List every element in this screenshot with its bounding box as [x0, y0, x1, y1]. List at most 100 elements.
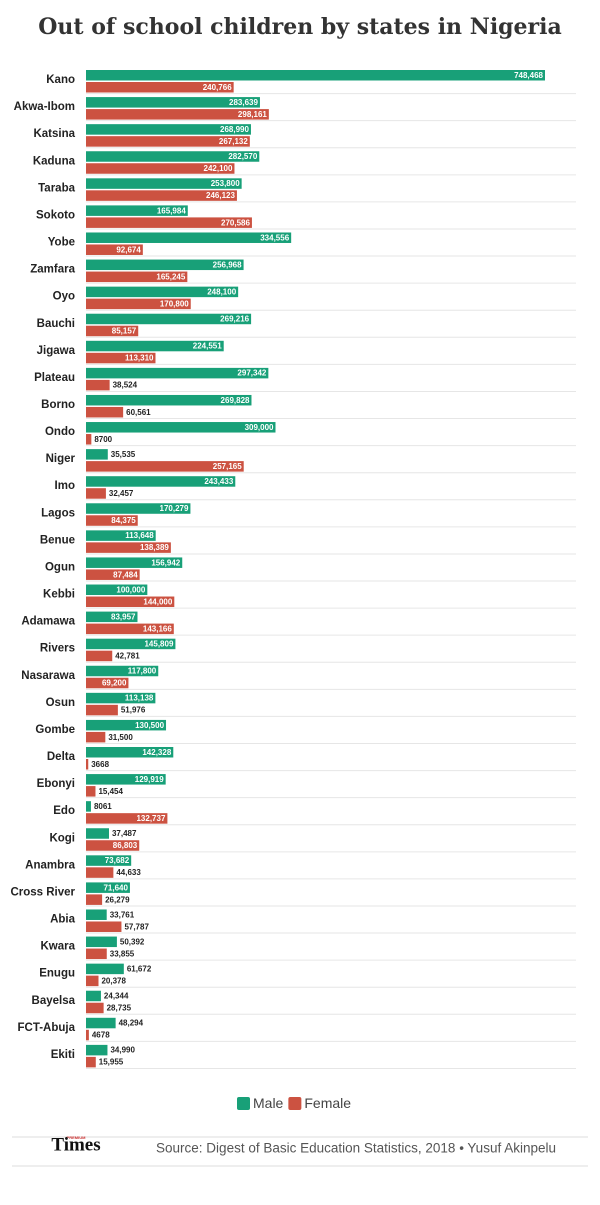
y-tick-label: Imo	[55, 480, 75, 492]
bar	[86, 313, 252, 325]
bar	[86, 909, 107, 920]
y-tick-label: Kano	[46, 74, 75, 86]
y-tick-label: Rivers	[40, 643, 75, 655]
bar	[86, 731, 106, 743]
value-label: 42,781	[115, 652, 140, 661]
value-label: 26,279	[105, 895, 130, 904]
value-label: 113,648	[125, 531, 154, 540]
value-label: 156,942	[151, 558, 180, 567]
bar	[86, 596, 175, 608]
bar	[86, 569, 140, 580]
bar	[86, 449, 108, 460]
bar	[86, 367, 269, 379]
y-tick-label: Plateau	[34, 372, 75, 384]
value-label: 268,990	[220, 125, 249, 134]
y-tick-label: Abia	[50, 914, 76, 926]
value-label: 243,433	[204, 477, 233, 486]
bar	[86, 719, 167, 731]
logo: Times	[51, 1134, 100, 1155]
y-tick-label: Akwa-Ibom	[14, 101, 75, 113]
y-tick-label: Kaduna	[33, 155, 76, 167]
bar	[86, 813, 168, 824]
value-label: 267,132	[219, 137, 248, 146]
bar	[86, 692, 156, 704]
value-label: 224,551	[193, 342, 222, 351]
legend-label: Female	[304, 1095, 351, 1111]
bar	[86, 774, 166, 785]
bar	[86, 82, 234, 93]
value-label: 31,500	[108, 733, 133, 742]
y-tick-label: Edo	[53, 805, 75, 817]
bar	[86, 259, 244, 271]
value-label: 144,000	[143, 597, 172, 606]
value-label: 130,500	[135, 721, 164, 730]
value-label: 8061	[94, 802, 112, 811]
value-label: 38,524	[113, 381, 138, 390]
y-tick-label: Borno	[41, 399, 75, 411]
value-label: 145,809	[144, 640, 173, 649]
y-tick-label: Benue	[40, 534, 75, 546]
bar	[86, 244, 143, 255]
value-label: 51,976	[121, 706, 146, 715]
y-tick-label: Kebbi	[43, 589, 75, 601]
value-label: 257,165	[213, 462, 242, 471]
bar	[86, 759, 89, 770]
value-label: 34,990	[110, 1046, 135, 1055]
value-label: 61,672	[127, 964, 152, 973]
value-label: 100,000	[116, 585, 145, 594]
bar	[86, 867, 114, 878]
y-tick-label: Taraba	[38, 182, 75, 194]
bar	[86, 1002, 104, 1014]
value-label: 28,735	[107, 1004, 132, 1013]
value-label: 298,161	[238, 110, 267, 119]
value-label: 84,375	[111, 516, 136, 525]
bar	[86, 151, 260, 162]
legend-swatch	[237, 1097, 250, 1110]
value-label: 71,640	[103, 883, 128, 892]
bar	[86, 882, 130, 893]
value-label: 270,586	[221, 218, 250, 227]
value-label: 138,389	[140, 543, 169, 552]
source: Source: Digest of Basic Education Statis…	[156, 1141, 556, 1156]
bar	[86, 963, 124, 975]
value-label: 269,216	[220, 315, 249, 324]
chart-title: Out of school children by states in Nige…	[38, 14, 562, 40]
bar	[86, 840, 140, 851]
bar	[86, 109, 269, 120]
bar	[86, 975, 99, 987]
bar	[86, 1044, 108, 1056]
y-tick-label: Bayelsa	[32, 995, 76, 1007]
bar	[86, 190, 237, 201]
legend-swatch	[288, 1097, 302, 1110]
value-label: 24,344	[104, 992, 129, 1001]
value-label: 92,674	[116, 245, 141, 254]
value-label: 129,919	[135, 775, 164, 784]
value-label: 240,766	[203, 83, 232, 92]
y-tick-label: Kwara	[40, 941, 75, 953]
bar	[86, 476, 236, 487]
value-label: 86,803	[113, 841, 138, 850]
bar	[86, 379, 110, 391]
value-label: 283,639	[229, 98, 258, 107]
legend-label: Male	[253, 1095, 284, 1111]
bar	[86, 948, 107, 960]
value-label: 32,457	[109, 489, 134, 498]
bar	[86, 271, 188, 283]
value-label: 57,787	[124, 922, 149, 931]
y-tick-label: Oyo	[53, 291, 75, 303]
bar	[86, 124, 251, 135]
value-label: 113,138	[125, 694, 154, 703]
bar	[86, 178, 242, 189]
bar	[86, 298, 191, 310]
bar	[86, 136, 250, 147]
y-tick-label: FCT-Abuja	[18, 1022, 76, 1034]
value-label: 748,468	[514, 71, 543, 80]
y-tick-label: Ondo	[45, 426, 75, 438]
value-label: 142,328	[142, 748, 171, 757]
y-tick-label: Gombe	[35, 724, 75, 736]
y-tick-label: Osun	[46, 697, 75, 709]
bar	[86, 650, 113, 662]
y-tick-label: Bauchi	[37, 318, 75, 330]
y-tick-label: Jigawa	[37, 345, 76, 357]
